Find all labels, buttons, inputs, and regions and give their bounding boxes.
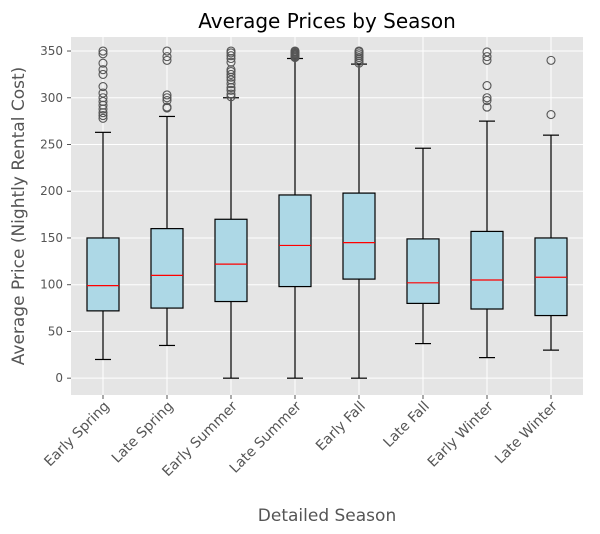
box-late-winter [534,55,568,351]
outlier-point [226,85,236,95]
outlier-point [482,93,492,103]
x-tick-label: Late Fall [380,399,432,451]
outlier-point [546,55,556,65]
outlier-point [98,65,108,75]
outlier-point [290,46,300,56]
outlier-point [482,96,492,106]
y-tick-label: 50 [48,324,63,338]
outlier-point [162,52,172,62]
outlier-point [162,90,172,100]
outlier-point [226,92,236,102]
outlier-point [162,96,172,106]
outlier-point [162,102,172,112]
outlier-point [98,81,108,92]
y-tick-label: 300 [40,91,63,105]
y-tick-label: 150 [40,231,63,245]
x-tick-label: Early Spring [41,399,112,470]
iqr-box [86,237,120,312]
box-early-fall [342,46,376,379]
y-tick-label: 100 [40,278,63,292]
outlier-point [98,88,108,98]
outlier-point [354,46,364,56]
box-late-spring [150,46,184,347]
outlier-point [482,47,492,57]
outlier-point [162,46,172,56]
outlier-point [482,102,492,112]
iqr-box [470,230,504,310]
iqr-box [214,218,248,303]
outlier-point [98,113,108,123]
x-tick-label: Late Winter [492,398,561,467]
box-early-spring [86,46,120,361]
box-early-winter [470,47,504,359]
boxes-layer [86,46,568,379]
outlier-point [546,110,556,120]
outlier-point [98,93,108,103]
y-tick-label: 0 [55,371,63,385]
iqr-box [406,238,440,304]
y-tick-label: 200 [40,184,63,198]
x-axis-label: Detailed Season [258,506,396,526]
x-tick-label: Late Spring [109,399,177,467]
outlier-point [98,69,108,79]
outlier-point [226,89,236,99]
outlier-point [162,55,172,65]
x-tick-label: Early Winter [425,398,497,470]
outlier-point [226,69,236,79]
outlier-point [98,49,108,59]
iqr-box [342,192,376,280]
chart-title: Average Prices by Season [198,9,456,33]
outlier-point [226,51,236,61]
outlier-point [162,93,172,103]
outlier-point [226,79,236,89]
outlier-point [226,46,236,56]
iqr-box [278,194,312,288]
y-axis-label: Average Price (Nightly Rental Cost) [9,67,29,366]
outlier-point [482,52,492,62]
outlier-point [98,58,108,68]
box-late-summer [278,46,312,379]
outlier-point [98,46,108,56]
outlier-point [98,110,108,121]
outlier-point [226,57,236,67]
y-tick-label: 350 [40,44,63,58]
plot-background [71,37,583,395]
box-late-fall [406,147,440,345]
box-early-summer [214,46,248,379]
iqr-box [150,228,184,309]
x-tick-label: Early Fall [313,399,369,455]
y-axis-ticks: 0 50 100 150 200 250 300 350 [40,44,71,385]
y-tick-label: 250 [40,137,63,151]
outlier-point [482,81,492,91]
